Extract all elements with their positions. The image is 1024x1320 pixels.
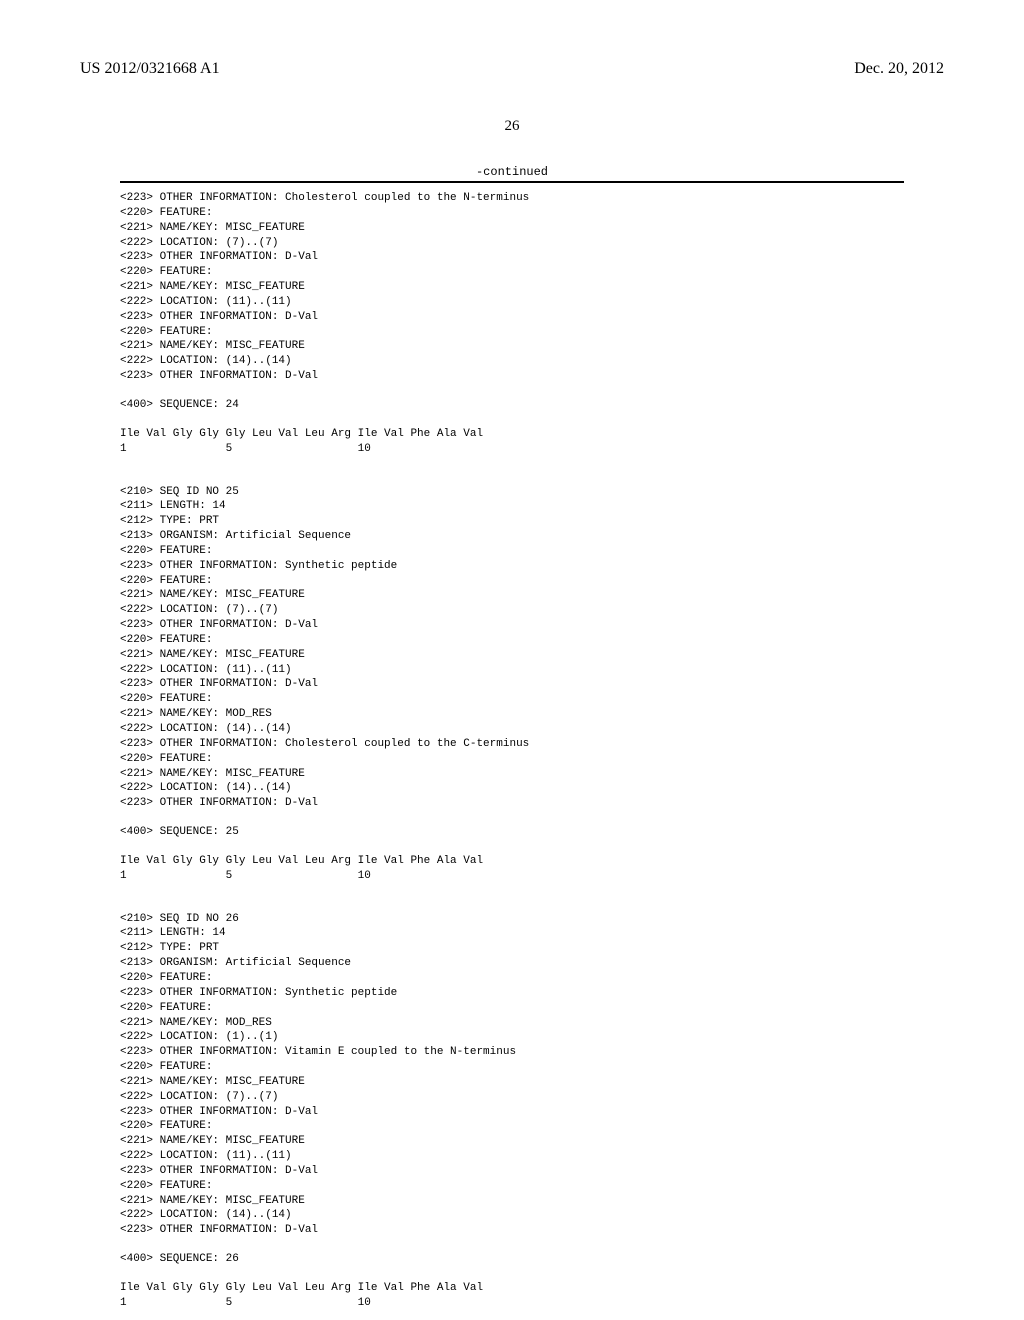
sequence-line: <222> LOCATION: (14)..(14) bbox=[120, 722, 944, 737]
sequence-line: <220> FEATURE: bbox=[120, 1060, 944, 1075]
sequence-line: <222> LOCATION: (14)..(14) bbox=[120, 354, 944, 369]
sequence-line: <211> LENGTH: 14 bbox=[120, 499, 944, 514]
sequence-line: <221> NAME/KEY: MOD_RES bbox=[120, 707, 944, 722]
horizontal-divider bbox=[120, 181, 904, 183]
sequence-line: <220> FEATURE: bbox=[120, 633, 944, 648]
blank-line bbox=[120, 840, 944, 854]
sequence-line: <223> OTHER INFORMATION: D-Val bbox=[120, 1164, 944, 1179]
sequence-line: <222> LOCATION: (14)..(14) bbox=[120, 1208, 944, 1223]
sequence-line: <223> OTHER INFORMATION: D-Val bbox=[120, 618, 944, 633]
sequence-line: <222> LOCATION: (7)..(7) bbox=[120, 603, 944, 618]
sequence-line: <212> TYPE: PRT bbox=[120, 941, 944, 956]
sequence-line: 1 5 10 bbox=[120, 442, 944, 457]
blank-line bbox=[120, 413, 944, 427]
sequence-line: <221> NAME/KEY: MISC_FEATURE bbox=[120, 1075, 944, 1090]
sequence-line: <400> SEQUENCE: 25 bbox=[120, 825, 944, 840]
sequence-line: <222> LOCATION: (11)..(11) bbox=[120, 1149, 944, 1164]
sequence-line: <221> NAME/KEY: MISC_FEATURE bbox=[120, 1194, 944, 1209]
blank-line bbox=[120, 1267, 944, 1281]
sequence-line: <221> NAME/KEY: MISC_FEATURE bbox=[120, 280, 944, 295]
sequence-line: <221> NAME/KEY: MISC_FEATURE bbox=[120, 1134, 944, 1149]
sequence-line: <220> FEATURE: bbox=[120, 265, 944, 280]
sequence-line: <220> FEATURE: bbox=[120, 325, 944, 340]
sequence-line: <220> FEATURE: bbox=[120, 1119, 944, 1134]
sequence-line: Ile Val Gly Gly Gly Leu Val Leu Arg Ile … bbox=[120, 854, 944, 869]
sequence-line: <223> OTHER INFORMATION: Cholesterol cou… bbox=[120, 191, 944, 206]
sequence-line: <213> ORGANISM: Artificial Sequence bbox=[120, 529, 944, 544]
sequence-line: <211> LENGTH: 14 bbox=[120, 926, 944, 941]
publication-number: US 2012/0321668 A1 bbox=[80, 60, 220, 78]
sequence-line: <222> LOCATION: (1)..(1) bbox=[120, 1030, 944, 1045]
sequence-line: Ile Val Gly Gly Gly Leu Val Leu Arg Ile … bbox=[120, 1281, 944, 1296]
sequence-line: <223> OTHER INFORMATION: Synthetic pepti… bbox=[120, 559, 944, 574]
sequence-line: <220> FEATURE: bbox=[120, 1001, 944, 1016]
sequence-line: <223> OTHER INFORMATION: D-Val bbox=[120, 310, 944, 325]
sequence-line: <223> OTHER INFORMATION: D-Val bbox=[120, 677, 944, 692]
sequence-line: <223> OTHER INFORMATION: Synthetic pepti… bbox=[120, 986, 944, 1001]
blank-line bbox=[120, 1238, 944, 1252]
sequence-listing: <223> OTHER INFORMATION: Cholesterol cou… bbox=[120, 191, 944, 1311]
sequence-line: Ile Val Gly Gly Gly Leu Val Leu Arg Ile … bbox=[120, 427, 944, 442]
sequence-line: <222> LOCATION: (11)..(11) bbox=[120, 295, 944, 310]
sequence-line: <220> FEATURE: bbox=[120, 752, 944, 767]
sequence-line: <220> FEATURE: bbox=[120, 574, 944, 589]
sequence-line: <222> LOCATION: (14)..(14) bbox=[120, 781, 944, 796]
sequence-line: 1 5 10 bbox=[120, 869, 944, 884]
sequence-line: <210> SEQ ID NO 26 bbox=[120, 912, 944, 927]
sequence-line: <222> LOCATION: (7)..(7) bbox=[120, 236, 944, 251]
sequence-line: <400> SEQUENCE: 26 bbox=[120, 1252, 944, 1267]
sequence-line: <213> ORGANISM: Artificial Sequence bbox=[120, 956, 944, 971]
sequence-line: <221> NAME/KEY: MOD_RES bbox=[120, 1016, 944, 1031]
sequence-line: <223> OTHER INFORMATION: Cholesterol cou… bbox=[120, 737, 944, 752]
sequence-line: <223> OTHER INFORMATION: Vitamin E coupl… bbox=[120, 1045, 944, 1060]
sequence-line: <222> LOCATION: (11)..(11) bbox=[120, 663, 944, 678]
sequence-line: <212> TYPE: PRT bbox=[120, 514, 944, 529]
sequence-line: <221> NAME/KEY: MISC_FEATURE bbox=[120, 767, 944, 782]
document-header: US 2012/0321668 A1 Dec. 20, 2012 bbox=[80, 60, 944, 78]
blank-line bbox=[120, 884, 944, 898]
blank-line bbox=[120, 811, 944, 825]
sequence-line: <210> SEQ ID NO 25 bbox=[120, 485, 944, 500]
sequence-line: <221> NAME/KEY: MISC_FEATURE bbox=[120, 648, 944, 663]
sequence-line: <223> OTHER INFORMATION: D-Val bbox=[120, 1105, 944, 1120]
sequence-line: <222> LOCATION: (7)..(7) bbox=[120, 1090, 944, 1105]
blank-line bbox=[120, 898, 944, 912]
sequence-line: <221> NAME/KEY: MISC_FEATURE bbox=[120, 588, 944, 603]
blank-line bbox=[120, 384, 944, 398]
sequence-line: <221> NAME/KEY: MISC_FEATURE bbox=[120, 339, 944, 354]
sequence-line: <223> OTHER INFORMATION: D-Val bbox=[120, 369, 944, 384]
sequence-line: <220> FEATURE: bbox=[120, 1179, 944, 1194]
sequence-line: <221> NAME/KEY: MISC_FEATURE bbox=[120, 221, 944, 236]
blank-line bbox=[120, 471, 944, 485]
sequence-line: <400> SEQUENCE: 24 bbox=[120, 398, 944, 413]
sequence-line: 1 5 10 bbox=[120, 1296, 944, 1311]
continued-label: -continued bbox=[80, 165, 944, 179]
page-number: 26 bbox=[80, 118, 944, 135]
blank-line bbox=[120, 457, 944, 471]
sequence-line: <220> FEATURE: bbox=[120, 544, 944, 559]
sequence-line: <223> OTHER INFORMATION: D-Val bbox=[120, 250, 944, 265]
sequence-line: <220> FEATURE: bbox=[120, 971, 944, 986]
sequence-line: <220> FEATURE: bbox=[120, 206, 944, 221]
sequence-line: <220> FEATURE: bbox=[120, 692, 944, 707]
sequence-line: <223> OTHER INFORMATION: D-Val bbox=[120, 796, 944, 811]
sequence-line: <223> OTHER INFORMATION: D-Val bbox=[120, 1223, 944, 1238]
publication-date: Dec. 20, 2012 bbox=[854, 60, 944, 78]
